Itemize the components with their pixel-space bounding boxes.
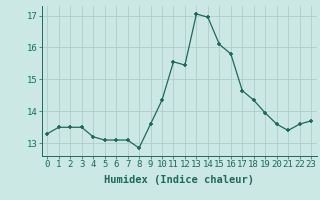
- X-axis label: Humidex (Indice chaleur): Humidex (Indice chaleur): [104, 175, 254, 185]
